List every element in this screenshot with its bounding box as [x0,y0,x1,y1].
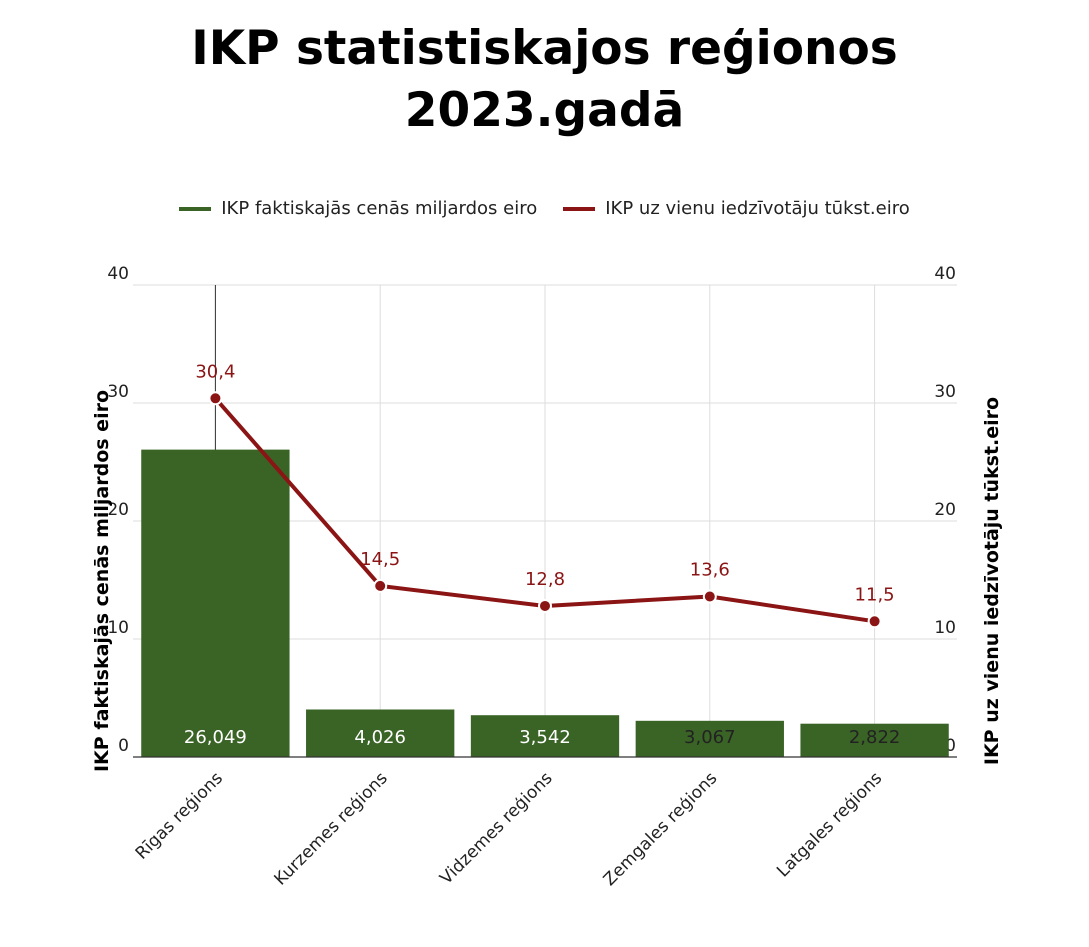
right-tick-label: 20 [934,500,956,520]
chart-title-line2: 2023.gadā [404,83,685,138]
bar [141,449,290,757]
chart-title-line1: IKP statistiskajos reģionos [191,21,898,76]
right-axis-title: IKP uz vienu iedzīvotāju tūkst.eiro [981,397,1003,765]
category-label: Vidzemes reģions [436,768,556,888]
legend-line-swatch [563,206,596,211]
category-label: Kurzemes reģions [271,768,392,889]
bar [306,709,455,757]
line-point [538,598,552,613]
bar-value-label: 26,049 [184,727,247,748]
legend-bar-label: IKP faktiskajās cenās miljardos eiro [221,198,538,219]
line-value-label: 13,6 [690,560,730,581]
legend-item-bars[interactable]: IKP faktiskajās cenās miljardos eiro [179,198,537,219]
bar [800,723,949,757]
legend-item-line[interactable]: IKP uz vienu iedzīvotāju tūkst.eiro [563,198,910,219]
line-value-label: 11,5 [855,584,895,605]
left-axis-title: IKP faktiskajās cenās miljardos eiro [91,390,113,772]
left-tick-label: 30 [107,382,129,402]
legend-line-label: IKP uz vienu iedzīvotāju tūkst.eiro [605,198,910,219]
bar-value-label: 4,026 [354,727,406,748]
right-tick-label: 30 [934,382,956,402]
legend: IKP faktiskajās cenās miljardos eiro IKP… [0,198,1089,219]
right-tick-label: 10 [934,618,956,638]
left-tick-label: 0 [118,736,129,756]
line-point [208,391,223,406]
bar-value-label: 3,542 [519,727,571,748]
bar [635,720,784,757]
line-point [373,578,388,593]
chart-title: IKP statistiskajos reģionos 2023.gadā [0,18,1089,142]
right-tick-label: 40 [934,264,956,284]
line-value-label: 14,5 [360,549,400,570]
legend-bar-swatch [179,206,212,211]
line-value-label: 12,8 [525,569,565,590]
left-tick-label: 10 [107,618,129,638]
bar-value-label: 2,822 [849,727,901,748]
bar-value-label: 3,067 [684,727,736,748]
line-value-label: 30,4 [195,361,235,382]
category-label: Rīgas reģions [132,768,227,863]
bar [470,715,620,757]
category-label: Zemgales reģions [600,768,722,890]
right-tick-label: 0 [945,736,956,756]
line-point [867,614,882,629]
left-tick-label: 20 [107,500,129,520]
left-tick-label: 40 [107,264,129,284]
line-point [702,589,717,604]
category-label: Latgales reģions [773,768,886,881]
